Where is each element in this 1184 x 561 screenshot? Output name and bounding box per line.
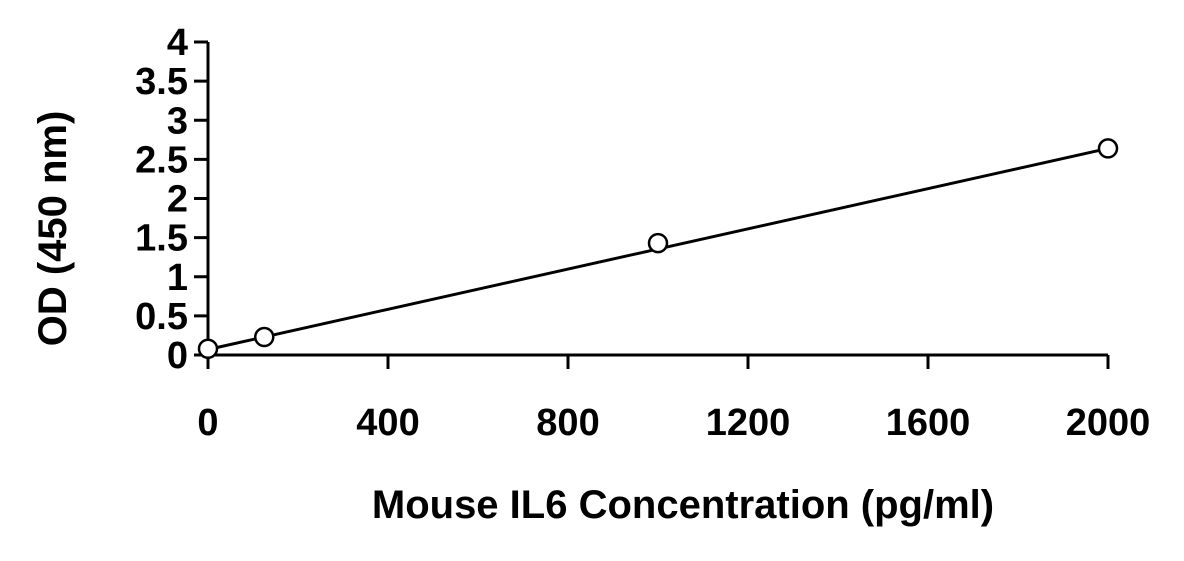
y-tick-label: 1.5 — [135, 218, 188, 260]
x-tick-label: 2000 — [1066, 402, 1151, 444]
data-point — [647, 232, 669, 254]
x-tick-label: 400 — [356, 402, 419, 444]
y-tick-label: 0.5 — [135, 296, 188, 338]
y-tick-label: 3 — [167, 100, 188, 142]
y-tick-label: 2.5 — [135, 139, 188, 181]
x-axis-ticks: 0 400 800 1200 1600 2000 — [197, 355, 1150, 444]
y-tick-label: 1 — [167, 257, 188, 299]
x-tick-label: 1200 — [706, 402, 791, 444]
y-tick-label: 0 — [167, 335, 188, 377]
data-point — [197, 338, 219, 359]
y-axis-title: OD (450 nm) — [31, 111, 75, 347]
x-tick-label: 1600 — [886, 402, 971, 444]
y-axis-ticks: 00.511.522.533.54 — [135, 22, 208, 377]
y-tick-label: 4 — [167, 22, 188, 64]
x-tick-label: 800 — [536, 402, 599, 444]
data-points — [197, 138, 1119, 359]
y-tick-label: 2 — [167, 179, 188, 221]
x-tick-label: 0 — [197, 402, 218, 444]
x-axis-title: Mouse IL6 Concentration (pg/ml) — [372, 483, 994, 527]
data-point — [1097, 138, 1119, 159]
y-tick-label: 3.5 — [135, 61, 188, 103]
data-point — [254, 326, 275, 348]
